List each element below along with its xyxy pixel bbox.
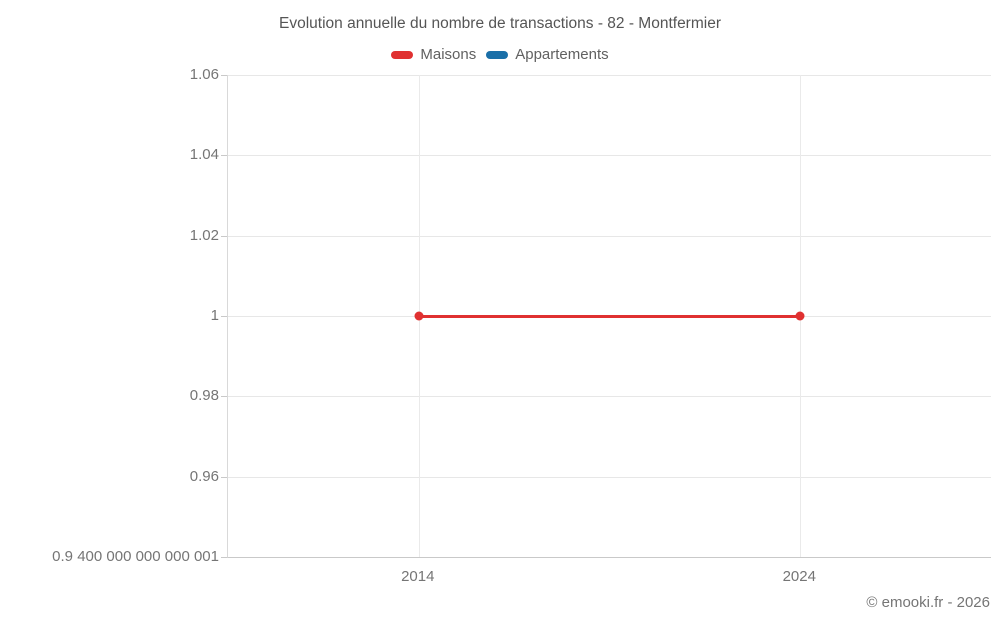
y-gridline: [228, 155, 991, 157]
y-tick-label: 1.06: [189, 66, 219, 83]
y-tick-label: 0.9 400 000 000 000 001: [52, 548, 219, 565]
series-line-maisons: [418, 314, 801, 318]
legend-item-appartements[interactable]: Appartements: [486, 46, 609, 63]
y-tick-mark: [221, 476, 227, 478]
data-point-maisons[interactable]: [795, 311, 805, 321]
y-gridline: [228, 396, 991, 398]
y-tick-label: 0.96: [189, 467, 219, 485]
y-gridline: [228, 235, 991, 237]
legend-swatch-appartements: [486, 50, 509, 59]
data-point-maisons[interactable]: [414, 311, 424, 321]
x-tick-label: 2014: [401, 568, 435, 585]
y-tick-label: 1.04: [189, 146, 219, 164]
y-tick-label: 1.02: [189, 226, 219, 244]
y-tick-mark: [221, 396, 227, 398]
x-tick-label: 2024: [782, 568, 816, 585]
y-gridline: [228, 476, 991, 478]
legend-swatch-maisons: [391, 50, 414, 59]
copyright: © emooki.fr - 2026: [866, 594, 990, 611]
legend-label: Appartements: [515, 46, 609, 63]
legend: Maisons Appartements: [0, 46, 1000, 63]
plot-area: [221, 75, 991, 558]
y-tick-mark: [221, 557, 227, 558]
chart-title: Evolution annuelle du nombre de transact…: [279, 15, 721, 32]
y-tick-label: 0.98: [189, 387, 219, 405]
y-tick-mark: [221, 155, 227, 157]
y-tick-mark: [221, 235, 227, 237]
y-tick-label: 1: [210, 307, 219, 324]
y-gridline: [228, 75, 991, 76]
legend-item-maisons[interactable]: Maisons: [391, 46, 476, 63]
legend-label: Maisons: [420, 46, 477, 63]
y-axis-labels: 1.06 1.04 1.02 1 0.98 0.96 0.9 400 000 000 000…: [0, 0, 219, 625]
y-tick-mark: [221, 75, 227, 76]
y-tick-mark: [221, 316, 227, 317]
